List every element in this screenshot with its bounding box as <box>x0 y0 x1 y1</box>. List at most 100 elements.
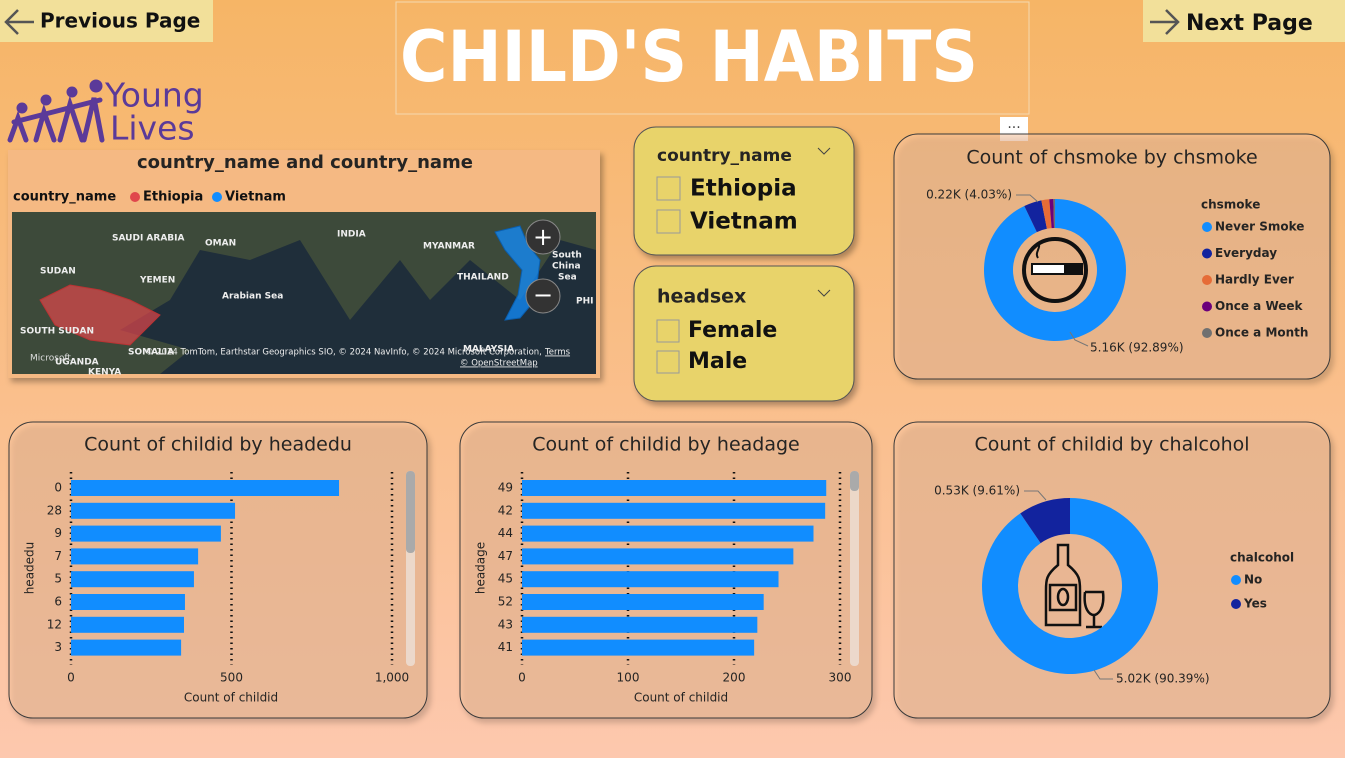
legend-title: chalcohol <box>1230 551 1294 565</box>
slicer <box>633 126 855 256</box>
bar <box>71 616 184 633</box>
title-box <box>395 1 1030 115</box>
y-tick-label: 12 <box>47 617 62 631</box>
bar <box>522 616 758 633</box>
map[interactable]: + − <box>12 212 596 374</box>
map-label: YEMEN <box>139 276 175 286</box>
legend-label: Vietnam <box>225 190 286 205</box>
map-osm[interactable]: © OpenStreetMap <box>460 359 538 369</box>
map-label: Sea <box>558 273 577 283</box>
map-label: China <box>552 262 581 272</box>
bar <box>522 525 814 542</box>
legend-dot <box>1202 328 1212 338</box>
slicer-item[interactable]: Female <box>688 318 777 343</box>
chart-title: Count of childid by headage <box>532 434 799 456</box>
slicer-title: headsex <box>657 286 746 308</box>
y-tick-label: 47 <box>498 549 513 563</box>
y-axis-title: headage <box>474 542 488 594</box>
y-tick-label: 28 <box>47 503 62 517</box>
logo-text: Young <box>104 76 204 115</box>
legend-label: Hardly Ever <box>1215 273 1294 287</box>
x-axis-title: Count of childid <box>634 691 728 705</box>
chart-title: Count of childid by headedu <box>84 434 352 456</box>
y-tick-label: 7 <box>54 549 62 563</box>
scrollbar-thumb[interactable] <box>406 471 415 553</box>
y-tick-label: 9 <box>54 526 62 540</box>
map-label: SUDAN <box>40 267 76 277</box>
next-button[interactable]: Next Page <box>1143 0 1345 42</box>
map-title: country_name and country_name <box>137 152 473 173</box>
slicer-title: country_name <box>657 146 792 166</box>
bar <box>522 571 779 588</box>
map-attribution: © 2024 TomTom, Earthstar Geographics SIO… <box>145 348 542 358</box>
bar <box>522 639 755 656</box>
chart-title: Count of childid by chalcohol <box>974 434 1249 456</box>
y-tick-label: 0 <box>54 481 62 495</box>
y-tick-label: 52 <box>498 595 513 609</box>
checkbox[interactable] <box>656 319 680 343</box>
legend-title: chsmoke <box>1201 198 1260 212</box>
checkbox[interactable] <box>656 176 681 201</box>
x-tick-label: 1,000 <box>375 671 409 685</box>
svg-text:+: + <box>533 223 553 251</box>
data-label: 5.16K (92.89%) <box>1090 341 1184 355</box>
map-label: MALAYSIA <box>463 345 514 355</box>
slicer <box>633 265 855 402</box>
scrollbar[interactable] <box>850 471 859 666</box>
map-label: UGANDA <box>55 358 99 368</box>
bar <box>71 639 182 656</box>
map-terms[interactable]: Terms <box>544 348 571 358</box>
page-title: CHILD'S HABITS <box>400 16 978 98</box>
legend-label: Once a Month <box>1215 326 1308 340</box>
bar <box>71 594 185 610</box>
data-label: 5.02K (90.39%) <box>1116 672 1210 686</box>
map-label: MYANMAR <box>423 242 475 252</box>
slicer-item[interactable]: Ethiopia <box>690 176 797 202</box>
bar <box>522 480 827 496</box>
legend-dot <box>1202 275 1212 285</box>
donut-slice <box>1020 498 1070 544</box>
logo-icon <box>7 79 105 143</box>
slicer-item[interactable]: Male <box>688 349 747 374</box>
bar <box>522 594 764 610</box>
y-axis-title: headedu <box>23 542 37 595</box>
y-tick-label: 6 <box>54 595 62 609</box>
legend-label: Once a Week <box>1215 299 1304 313</box>
map-label: PHI <box>576 297 593 307</box>
legend-dot <box>1231 599 1241 609</box>
alcohol-icon <box>1044 543 1105 629</box>
scrollbar-thumb[interactable] <box>850 471 859 491</box>
slicer-chevron[interactable] <box>817 147 831 155</box>
bar <box>71 502 236 519</box>
map-label: THAILAND <box>457 273 509 283</box>
checkbox[interactable] <box>656 350 680 374</box>
bar <box>522 502 826 519</box>
legend-label: Never Smoke <box>1215 220 1304 234</box>
chart-card <box>893 421 1331 719</box>
previous-button[interactable]: Previous Page <box>0 0 213 42</box>
x-tick-label: 500 <box>220 671 243 685</box>
bar <box>71 525 221 542</box>
legend-label: No <box>1244 573 1262 587</box>
slicer-chevron[interactable] <box>817 289 831 297</box>
x-tick-label: 0 <box>518 671 526 685</box>
legend-label: Everyday <box>1215 246 1277 260</box>
map-legend-title: country_name <box>13 190 116 205</box>
y-tick-label: 41 <box>498 640 513 654</box>
bar <box>522 548 794 565</box>
legend-dot <box>212 192 222 202</box>
no-smoking-icon <box>1022 237 1088 303</box>
x-tick-label: 200 <box>723 671 746 685</box>
bar <box>71 480 340 496</box>
y-tick-label: 44 <box>498 526 513 540</box>
leader-line <box>1093 669 1113 680</box>
y-tick-label: 3 <box>54 640 62 654</box>
map-label: SOMALIA <box>128 348 174 358</box>
data-label: 0.22K (4.03%) <box>926 188 1012 202</box>
legend-dot <box>1202 222 1212 232</box>
donut-slice <box>1053 199 1055 229</box>
checkbox[interactable] <box>656 209 681 234</box>
slicer-item[interactable]: Vietnam <box>690 209 798 235</box>
legend-dot <box>130 192 140 202</box>
bar <box>71 571 194 588</box>
